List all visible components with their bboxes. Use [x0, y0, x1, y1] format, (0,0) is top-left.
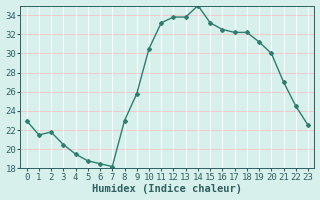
X-axis label: Humidex (Indice chaleur): Humidex (Indice chaleur) — [92, 184, 242, 194]
